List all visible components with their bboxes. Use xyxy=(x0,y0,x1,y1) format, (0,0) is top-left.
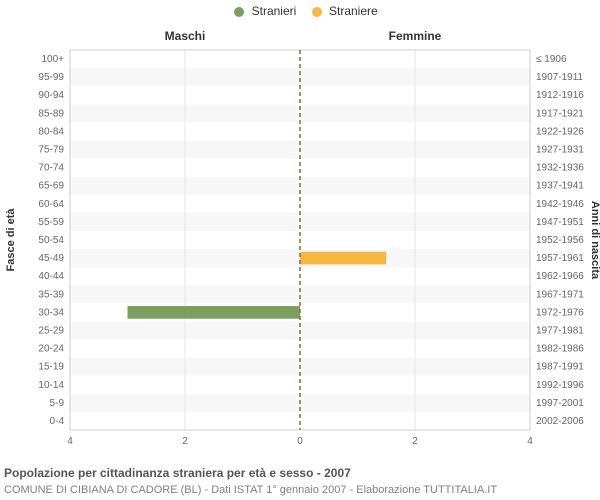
age-label: 15-19 xyxy=(38,362,64,373)
birthyear-label: 1912-1916 xyxy=(536,90,584,101)
birthyear-label: 1957-1961 xyxy=(536,253,584,264)
axis-title-age: Fasce di età xyxy=(5,208,17,272)
birthyear-label: 1962-1966 xyxy=(536,271,584,282)
birthyear-label: 1952-1956 xyxy=(536,235,584,246)
age-label: 40-44 xyxy=(38,271,64,282)
age-label: 55-59 xyxy=(38,217,64,228)
svg-text:2: 2 xyxy=(412,436,418,447)
birthyear-label: 1987-1991 xyxy=(536,362,584,373)
birthyear-label: 1917-1921 xyxy=(536,108,584,119)
birthyear-label: 1967-1971 xyxy=(536,289,584,300)
age-label: 65-69 xyxy=(38,181,64,192)
birthyear-label: 1907-1911 xyxy=(536,72,584,83)
age-label: 30-34 xyxy=(38,307,64,318)
birthyear-label: 1927-1931 xyxy=(536,145,584,156)
age-label: 10-14 xyxy=(38,380,64,391)
age-label: 85-89 xyxy=(38,108,64,119)
age-label: 75-79 xyxy=(38,145,64,156)
bar-female xyxy=(300,252,386,265)
svg-text:4: 4 xyxy=(67,436,73,447)
birthyear-label: 2002-2006 xyxy=(536,416,584,427)
age-label: 35-39 xyxy=(38,289,64,300)
birthyear-label: 1937-1941 xyxy=(536,181,584,192)
birthyear-label: 1947-1951 xyxy=(536,217,584,228)
birthyear-label: 1922-1926 xyxy=(536,126,584,137)
age-label: 100+ xyxy=(41,54,64,65)
bar-male xyxy=(128,306,301,319)
age-label: 60-64 xyxy=(38,199,64,210)
age-label: 50-54 xyxy=(38,235,64,246)
birthyear-label: 1942-1946 xyxy=(536,199,584,210)
birthyear-label: 1997-2001 xyxy=(536,398,584,409)
svg-text:4: 4 xyxy=(527,436,533,447)
age-label: 0-4 xyxy=(50,416,65,427)
legend-label-female: Straniere xyxy=(329,4,378,18)
svg-text:0: 0 xyxy=(297,436,303,447)
legend-swatch-female xyxy=(312,7,322,17)
age-label: 80-84 xyxy=(38,126,64,137)
age-label: 25-29 xyxy=(38,325,64,336)
caption-title: Popolazione per cittadinanza straniera p… xyxy=(4,466,351,480)
chart-container: Stranieri Straniere 022440-42002-20065-9… xyxy=(0,0,600,500)
column-title-female: Femmine xyxy=(389,29,442,43)
age-label: 90-94 xyxy=(38,90,64,101)
birthyear-label: 1977-1981 xyxy=(536,325,584,336)
age-label: 95-99 xyxy=(38,72,64,83)
legend-label-male: Stranieri xyxy=(252,4,297,18)
svg-text:2: 2 xyxy=(182,436,188,447)
birthyear-label: 1992-1996 xyxy=(536,380,584,391)
axis-title-birthyear: Anni di nascita xyxy=(589,201,600,280)
birthyear-label: 1982-1986 xyxy=(536,344,584,355)
birthyear-label: ≤ 1906 xyxy=(536,54,567,65)
age-label: 20-24 xyxy=(38,344,64,355)
age-label: 5-9 xyxy=(50,398,65,409)
age-label: 45-49 xyxy=(38,253,64,264)
column-title-male: Maschi xyxy=(165,29,206,43)
birthyear-label: 1972-1976 xyxy=(536,307,584,318)
age-label: 70-74 xyxy=(38,163,64,174)
caption-subtitle: COMUNE DI CIBIANA DI CADORE (BL) - Dati … xyxy=(4,484,497,496)
birthyear-label: 1932-1936 xyxy=(536,163,584,174)
legend: Stranieri Straniere xyxy=(0,4,600,18)
population-pyramid-chart: 022440-42002-20065-91997-200110-141992-1… xyxy=(0,0,600,460)
legend-swatch-male xyxy=(234,7,244,17)
